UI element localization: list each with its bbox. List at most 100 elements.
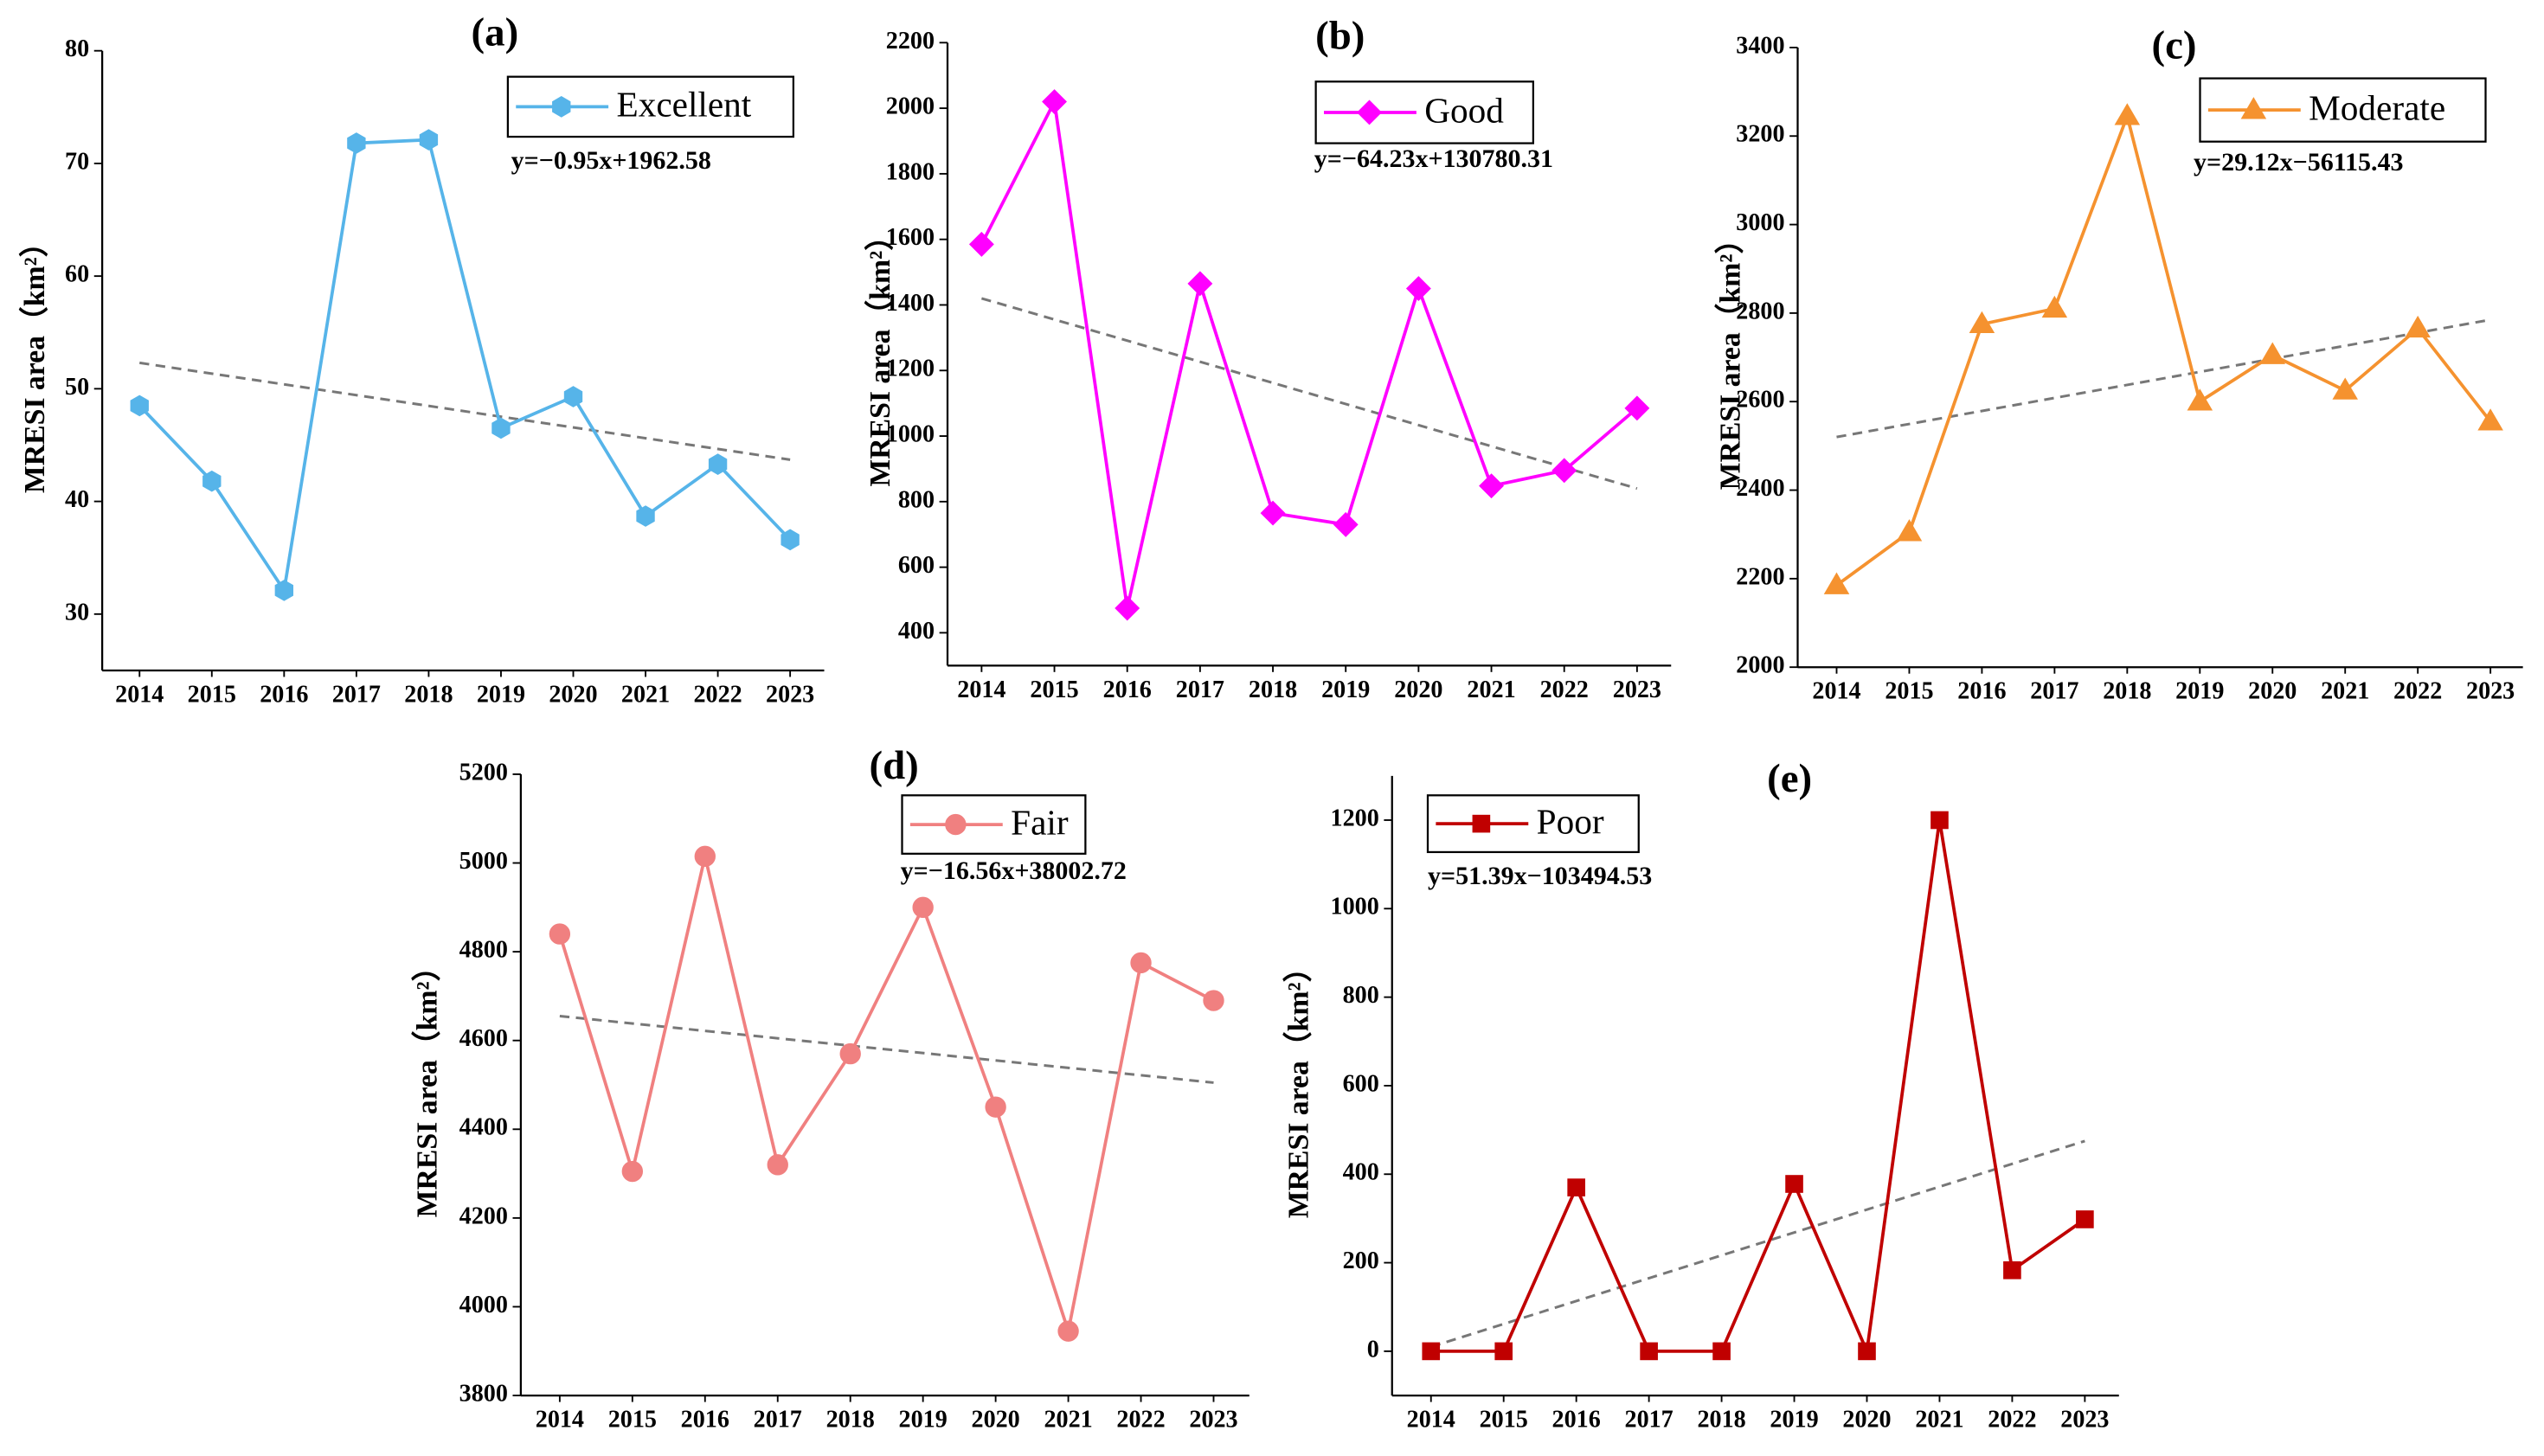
x-tick-label: 2019 bbox=[899, 1407, 948, 1434]
y-tick-label: 400 bbox=[898, 618, 935, 645]
x-tick-label: 2015 bbox=[608, 1407, 657, 1434]
marker bbox=[1405, 276, 1431, 301]
legend-box bbox=[506, 75, 794, 138]
trend-line bbox=[1836, 318, 2491, 439]
y-axis-label: MRESI area（km²） bbox=[411, 952, 444, 1218]
y-tick-label: 2000 bbox=[886, 93, 935, 120]
marker bbox=[985, 1096, 1006, 1118]
y-axis-label: MRESI area（km²） bbox=[18, 228, 51, 493]
x-tick-label: 2015 bbox=[1885, 678, 1933, 705]
series-line bbox=[1835, 111, 2492, 587]
x-tick-label: 2018 bbox=[1249, 677, 1297, 703]
marker bbox=[839, 1042, 861, 1065]
x-tick-label: 2021 bbox=[621, 681, 670, 708]
y-tick-label: 80 bbox=[65, 35, 89, 62]
marker bbox=[1858, 1342, 1876, 1361]
y-tick-label: 5200 bbox=[459, 759, 508, 786]
marker bbox=[419, 129, 439, 151]
marker bbox=[347, 132, 366, 154]
marker bbox=[1823, 572, 1850, 594]
x-tick-label: 2019 bbox=[477, 681, 525, 708]
y-tick-label: 30 bbox=[65, 599, 89, 625]
y-tick-label: 4600 bbox=[459, 1025, 508, 1052]
y-tick-label: 60 bbox=[65, 261, 89, 288]
trend-equation: y=−0.95x+1962.58 bbox=[511, 146, 711, 175]
series-line bbox=[1430, 819, 2086, 1357]
x-tick-label: 2019 bbox=[1770, 1407, 1818, 1434]
marker bbox=[2259, 342, 2286, 364]
y-tick-label: 3400 bbox=[1736, 32, 1784, 59]
marker bbox=[1115, 595, 1140, 621]
marker bbox=[1785, 1175, 1803, 1193]
marker bbox=[1042, 89, 1067, 114]
x-tick-label: 2023 bbox=[766, 681, 814, 708]
x-tick-label: 2021 bbox=[1044, 1407, 1092, 1434]
x-tick-label: 2023 bbox=[1189, 1407, 1237, 1434]
x-tick-label: 2021 bbox=[2321, 678, 2369, 705]
marker bbox=[2076, 1210, 2094, 1228]
y-tick-label: 4800 bbox=[459, 937, 508, 964]
marker bbox=[1567, 1178, 1585, 1196]
x-tick-label: 2020 bbox=[1394, 677, 1442, 703]
x-tick-label: 2019 bbox=[2175, 678, 2224, 705]
x-tick-label: 2023 bbox=[2466, 678, 2515, 705]
x-tick-label: 2018 bbox=[826, 1407, 875, 1434]
marker bbox=[1969, 311, 1995, 334]
x-tick-label: 2023 bbox=[2060, 1407, 2109, 1434]
x-tick-label: 2018 bbox=[1697, 1407, 1745, 1434]
y-tick-label: 2200 bbox=[1736, 563, 1784, 590]
marker bbox=[274, 580, 294, 601]
x-tick-label: 2017 bbox=[1625, 1407, 1674, 1434]
trend-equation: y=51.39x−103494.53 bbox=[1428, 862, 1652, 890]
chart-title: (e) bbox=[1767, 756, 1812, 801]
legend-label: Fair bbox=[1011, 802, 1069, 842]
y-tick-label: 600 bbox=[898, 552, 935, 579]
marker bbox=[912, 896, 934, 919]
x-tick-label: 2018 bbox=[2103, 678, 2151, 705]
x-tick-label: 2017 bbox=[2030, 678, 2078, 705]
y-tick-label: 1000 bbox=[886, 421, 935, 448]
y-tick-label: 5000 bbox=[459, 848, 508, 875]
x-tick-label: 2014 bbox=[1407, 1407, 1455, 1434]
legend-label: Poor bbox=[1537, 801, 1604, 841]
series-line bbox=[980, 96, 1639, 609]
marker bbox=[1333, 511, 1359, 537]
marker bbox=[1357, 99, 1382, 125]
trend-line bbox=[559, 1015, 1214, 1084]
x-tick-label: 2022 bbox=[2393, 678, 2442, 705]
y-tick-label: 70 bbox=[65, 148, 89, 175]
legend-label: Good bbox=[1424, 90, 1504, 130]
y-tick-label: 50 bbox=[65, 374, 89, 401]
y-tick-label: 200 bbox=[1343, 1248, 1379, 1274]
y-tick-label: 2200 bbox=[886, 28, 935, 55]
y-tick-label: 2800 bbox=[1736, 298, 1784, 324]
marker bbox=[1472, 814, 1491, 833]
legend-label: Moderate bbox=[2309, 87, 2445, 127]
y-tick-label: 0 bbox=[1367, 1336, 1379, 1363]
marker bbox=[2240, 97, 2267, 119]
x-tick-label: 2014 bbox=[115, 681, 164, 708]
marker bbox=[708, 453, 728, 475]
y-tick-label: 800 bbox=[898, 486, 935, 513]
marker bbox=[1624, 395, 1650, 421]
trend-line bbox=[139, 361, 791, 461]
trend-equation: y=−64.23x+130780.31 bbox=[1314, 144, 1553, 173]
marker bbox=[767, 1154, 788, 1176]
marker bbox=[945, 813, 967, 836]
x-tick-label: 2015 bbox=[1030, 677, 1078, 703]
chart-title: (a) bbox=[472, 10, 519, 55]
x-tick-label: 2014 bbox=[1812, 678, 1860, 705]
marker bbox=[1896, 519, 1923, 542]
y-tick-label: 1200 bbox=[1331, 805, 1379, 831]
x-tick-label: 2021 bbox=[1467, 677, 1515, 703]
trend-equation: y=−16.56x+38002.72 bbox=[901, 856, 1127, 885]
marker bbox=[2332, 377, 2358, 400]
marker bbox=[1260, 500, 1286, 526]
y-axis-label: MRESI area（km²） bbox=[1282, 953, 1315, 1219]
x-tick-label: 2016 bbox=[260, 681, 308, 708]
x-tick-label: 2020 bbox=[2248, 678, 2297, 705]
marker bbox=[552, 96, 571, 118]
marker bbox=[1422, 1342, 1441, 1361]
